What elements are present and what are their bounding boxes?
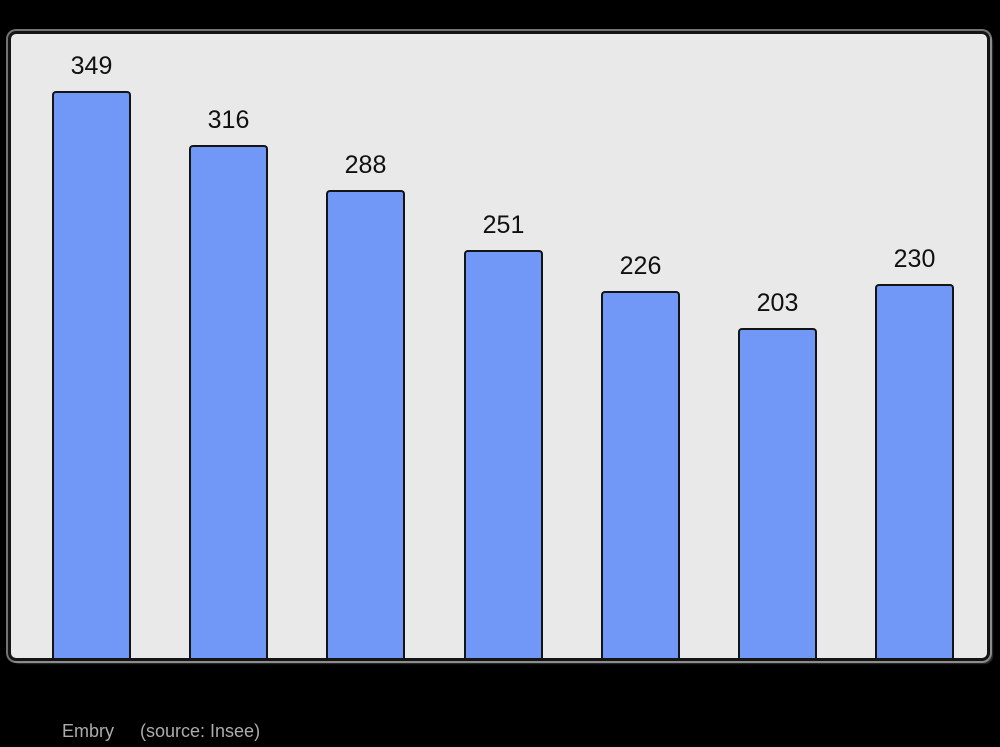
bar [601,291,680,658]
bar [326,190,405,658]
caption-commune-name: Embry [62,721,115,741]
bar [875,284,954,658]
bar-group: 226 [601,254,680,658]
caption-source: (source: Insee) [140,721,261,741]
bar-group: 203 [738,291,817,658]
bar-value-label: 251 [482,211,525,239]
bar-value-label: 226 [619,252,662,280]
chart-caption: Embry (source: Insee) [62,721,260,741]
bar-value-label: 349 [70,52,113,80]
plot-area: 349 316 288 251 226 203 230 [11,34,987,658]
bar-value-label: 203 [756,289,799,317]
bar-value-label: 230 [893,245,936,273]
bar-group: 288 [326,153,405,658]
chart-frame: 349 316 288 251 226 203 230 [8,31,990,661]
bar [464,250,543,658]
bar [738,328,817,658]
bar-value-label: 316 [207,106,250,134]
bar-group: 316 [189,108,268,658]
bar [52,91,131,658]
bar-group: 349 [52,54,131,658]
bar-group: 230 [875,247,954,658]
bar-value-label: 288 [344,151,387,179]
bar [189,145,268,658]
bar-group: 251 [464,213,543,658]
